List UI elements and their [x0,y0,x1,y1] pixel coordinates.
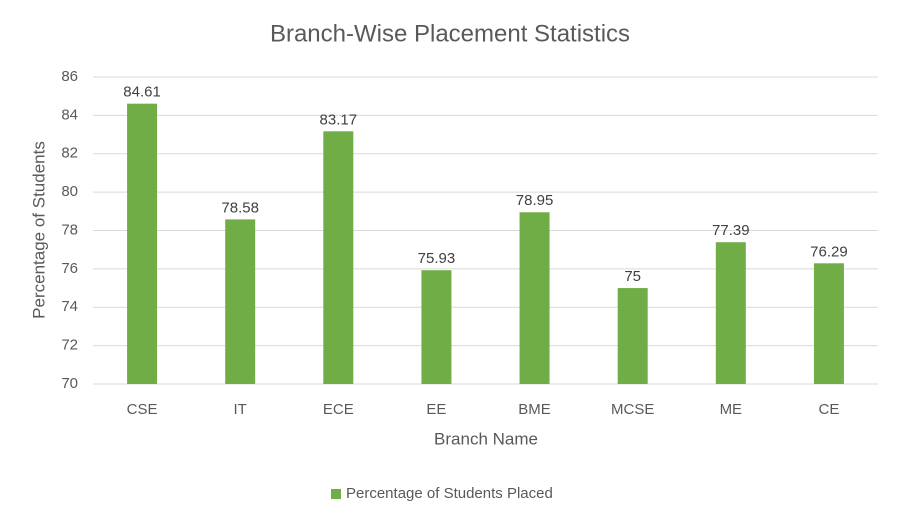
bar [813,263,844,384]
x-tick-label: CE [819,401,840,418]
y-tick-label: 86 [61,68,78,85]
bar [127,103,158,384]
legend-label: Percentage of Students Placed [346,485,553,502]
data-label: 83.17 [320,111,358,128]
y-tick-label: 84 [61,106,78,123]
x-tick-label: ECE [323,401,354,418]
data-label: 78.58 [221,199,259,216]
bar [519,212,550,384]
y-tick-label: 74 [61,298,78,315]
bar [421,270,452,384]
y-tick-label: 76 [61,260,78,277]
data-label: 84.61 [123,84,161,101]
x-tick-label: CSE [127,401,158,418]
data-label: 77.39 [712,222,750,239]
x-tick-label: MCSE [611,401,654,418]
x-tick-label: ME [720,401,743,418]
x-tick-label: BME [518,401,551,418]
bar [323,131,354,384]
y-axis-label: Percentage of Students [29,141,48,319]
y-tick-label: 78 [61,221,78,238]
chart-title: Branch-Wise Placement Statistics [270,20,630,47]
data-label: 75.93 [418,250,456,267]
bar [617,288,648,384]
y-tick-label: 72 [61,337,78,354]
bar [715,242,746,384]
x-tick-label: EE [426,401,446,418]
y-tick-label: 82 [61,145,78,162]
x-tick-label: IT [234,401,247,418]
y-tick-label: 70 [61,375,78,392]
data-label: 78.95 [516,192,554,209]
y-tick-label: 80 [61,183,78,200]
data-label: 76.29 [810,243,848,260]
x-axis-label: Branch Name [434,429,538,448]
data-label: 75 [624,268,641,285]
legend-marker [331,489,341,499]
bar [225,219,256,384]
